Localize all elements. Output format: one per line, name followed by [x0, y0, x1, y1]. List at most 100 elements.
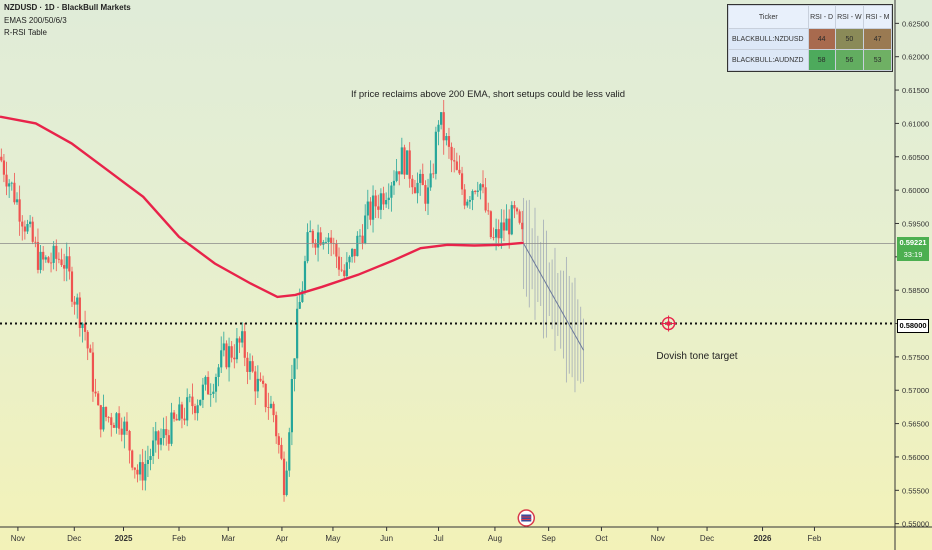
level-price-value: 0.58000	[899, 321, 927, 330]
y-tick-label: 0.61500	[902, 86, 929, 95]
candle-body	[183, 418, 186, 421]
x-tick-label: Sep	[542, 534, 557, 543]
candle-body	[34, 241, 37, 243]
candle-body	[358, 235, 362, 237]
candle-body	[243, 331, 246, 358]
candle-body	[405, 150, 409, 175]
ticker-cell: BLACKBULL:AUDNZD	[728, 49, 809, 71]
y-tick-label: 0.58500	[902, 286, 929, 295]
candle-body	[353, 248, 356, 257]
candle-body	[416, 182, 419, 194]
candle-body	[259, 378, 262, 381]
candle-body	[267, 407, 270, 408]
candle-body	[83, 323, 87, 332]
y-tick-label: 0.59500	[902, 219, 929, 228]
candle-body	[76, 297, 79, 305]
candle-body	[172, 412, 176, 419]
candle-body	[290, 378, 293, 433]
candle-body	[193, 406, 197, 414]
candle-body	[377, 206, 380, 210]
candle-body	[351, 248, 354, 257]
candle-body	[521, 222, 524, 230]
candle-body	[47, 257, 50, 263]
candle-body	[298, 302, 301, 309]
x-tick-label: Oct	[595, 534, 608, 543]
candle-body	[256, 378, 259, 392]
candle-body	[314, 242, 317, 248]
candle-body	[458, 169, 461, 174]
candle-body	[167, 435, 170, 444]
col-ticker: Ticker	[728, 5, 809, 29]
candle-body	[157, 431, 160, 445]
symbol-line[interactable]: NZDUSD · 1D · BlackBull Markets	[4, 3, 131, 12]
x-tick-label: Jul	[433, 534, 443, 543]
candle-body	[471, 190, 474, 201]
candle-body	[366, 201, 369, 216]
candles-layer	[0, 99, 524, 502]
candle-body	[356, 235, 359, 257]
candle-body	[68, 256, 71, 272]
candle-body	[241, 331, 244, 343]
candle-body	[207, 376, 210, 395]
candle-body	[261, 380, 265, 384]
candle-body	[442, 112, 445, 141]
candle-body	[222, 343, 225, 351]
candle-body	[115, 413, 118, 428]
candle-body	[316, 232, 320, 248]
candle-body	[411, 178, 414, 188]
candle-body	[191, 396, 194, 407]
candle-body	[149, 456, 152, 460]
candle-body	[275, 415, 278, 437]
candle-body	[272, 403, 275, 416]
candle-body	[450, 146, 453, 161]
candle-body	[340, 269, 343, 271]
candle-body	[131, 450, 134, 468]
candle-body	[199, 399, 202, 406]
candle-body	[476, 190, 479, 192]
current-price-badge: 0.59221 33:19	[897, 237, 929, 261]
candle-body	[395, 171, 398, 181]
candle-body	[487, 210, 490, 212]
candle-body	[408, 150, 411, 179]
candle-body	[29, 221, 32, 225]
candle-body	[10, 182, 13, 184]
candle-body	[133, 467, 136, 470]
rsi-table: Ticker RSI - D RSI - W RSI - M BLACKBULL…	[727, 4, 893, 72]
candle-body	[392, 180, 396, 186]
x-tick-label: Mar	[221, 534, 235, 543]
candle-body	[426, 187, 430, 204]
indicator-rsi[interactable]: R-RSI Table	[4, 28, 47, 37]
candle-body	[225, 343, 228, 368]
candle-body	[421, 173, 424, 186]
candle-body	[285, 470, 288, 496]
candle-body	[309, 230, 312, 233]
candle-body	[31, 221, 34, 242]
current-price-value: 0.59221	[899, 238, 927, 247]
candle-body	[301, 290, 304, 303]
candle-body	[335, 243, 338, 257]
x-tick-label: Dec	[700, 534, 714, 543]
candle-body	[154, 431, 157, 441]
candle-body	[60, 259, 63, 266]
y-tick-label: 0.62000	[902, 53, 929, 62]
candle-body	[371, 195, 375, 220]
ticker-cell: BLACKBULL:NZDUSD	[728, 28, 809, 50]
candle-body	[382, 193, 385, 205]
candle-body	[81, 323, 84, 329]
candle-body	[288, 432, 291, 471]
y-tick-label: 0.55500	[902, 486, 929, 495]
candle-body	[364, 215, 367, 244]
y-tick-label: 0.61000	[902, 119, 929, 128]
indicator-ema[interactable]: EMAS 200/50/6/3	[4, 16, 67, 25]
candle-body	[209, 393, 212, 395]
candle-body	[455, 161, 458, 170]
candle-body	[319, 232, 322, 245]
candle-body	[515, 208, 519, 212]
candle-body	[296, 308, 299, 359]
candle-body	[361, 235, 364, 244]
candle-body	[5, 174, 8, 187]
candle-body	[13, 182, 16, 203]
candle-body	[21, 221, 24, 227]
